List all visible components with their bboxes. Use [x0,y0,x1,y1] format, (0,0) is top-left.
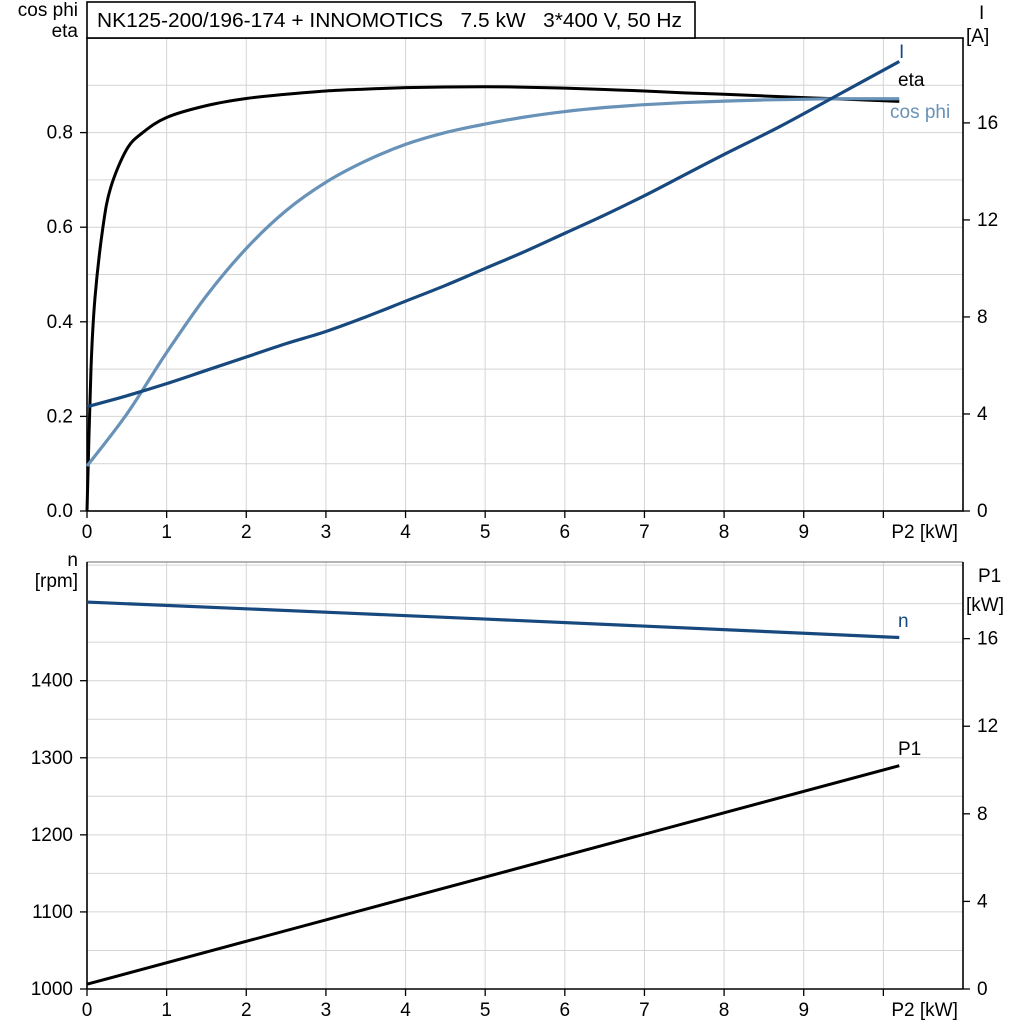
svg-text:eta: eta [898,70,925,91]
svg-text:cos phi: cos phi [890,102,950,123]
svg-text:[kW]: [kW] [966,595,1004,616]
svg-text:0.2: 0.2 [47,406,73,427]
svg-text:1100: 1100 [32,902,73,923]
svg-text:3: 3 [321,1000,332,1021]
svg-text:4: 4 [400,1000,411,1021]
svg-text:eta: eta [52,21,79,42]
svg-text:8: 8 [719,522,730,543]
svg-text:16: 16 [977,113,998,134]
svg-text:9: 9 [798,1000,809,1021]
svg-text:12: 12 [977,716,998,737]
svg-text:0: 0 [82,522,93,543]
svg-text:P1: P1 [978,566,1001,587]
svg-text:8: 8 [977,804,988,825]
svg-text:[rpm]: [rpm] [35,571,78,592]
svg-text:16: 16 [977,629,998,650]
svg-text:0: 0 [977,979,988,1000]
svg-text:9: 9 [798,522,809,543]
svg-text:P1: P1 [898,739,921,760]
svg-text:8: 8 [719,1000,730,1021]
svg-text:5: 5 [480,522,491,543]
svg-text:8: 8 [977,307,988,328]
svg-text:0.4: 0.4 [47,312,74,333]
svg-text:4: 4 [977,404,988,425]
svg-text:0: 0 [977,501,988,522]
svg-text:3: 3 [321,522,332,543]
svg-text:2: 2 [241,1000,252,1021]
svg-text:0.0: 0.0 [47,501,73,522]
svg-text:1: 1 [161,1000,172,1021]
svg-text:1300: 1300 [31,748,73,769]
svg-text:4: 4 [400,522,411,543]
svg-text:4: 4 [977,891,988,912]
svg-text:1: 1 [161,522,172,543]
svg-text:0.6: 0.6 [47,217,73,238]
svg-text:7: 7 [639,1000,650,1021]
svg-text:1000: 1000 [31,979,73,1000]
svg-text:P2 [kW]: P2 [kW] [891,1000,958,1021]
svg-text:0.8: 0.8 [47,123,73,144]
svg-text:0: 0 [82,1000,93,1021]
svg-text:6: 6 [560,1000,571,1021]
svg-text:P2 [kW]: P2 [kW] [891,522,958,543]
svg-text:I: I [899,42,904,63]
svg-text:1400: 1400 [31,671,73,692]
svg-text:cos phi: cos phi [18,0,78,21]
svg-text:7: 7 [639,522,650,543]
svg-text:12: 12 [977,210,998,231]
svg-text:n: n [898,611,909,632]
svg-text:I: I [979,3,984,24]
svg-text:NK125-200/196-174 + INNOMOTICS: NK125-200/196-174 + INNOMOTICS 7.5 kW 3*… [97,10,682,32]
svg-text:n: n [67,550,78,571]
svg-text:6: 6 [560,522,571,543]
svg-text:1200: 1200 [31,825,73,846]
svg-text:[A]: [A] [966,26,989,47]
svg-text:2: 2 [241,522,252,543]
svg-text:5: 5 [480,1000,491,1021]
